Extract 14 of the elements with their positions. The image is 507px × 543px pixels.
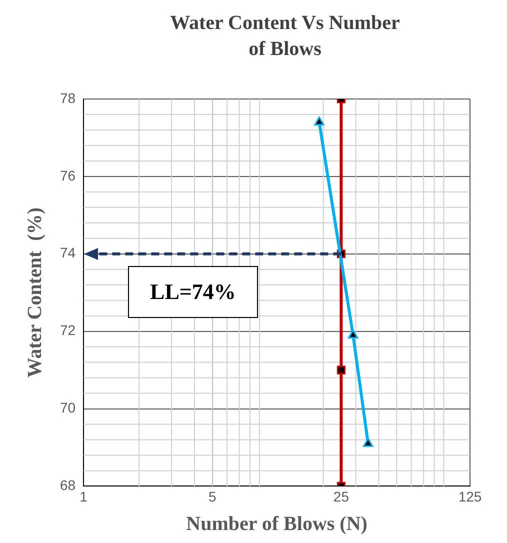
y-tick-label: 74 xyxy=(60,244,76,261)
annotation: LL=74% xyxy=(128,266,258,318)
x-axis-title: Number of Blows (N) xyxy=(186,513,368,536)
y-tick-label: 68 xyxy=(60,477,76,494)
y-tick-label: 70 xyxy=(60,400,76,416)
x-tick-label: 25 xyxy=(333,488,350,504)
chart-title: Water Content Vs Number of Blows xyxy=(169,11,401,62)
y-axis-title: Water Content (%) xyxy=(24,208,46,378)
y-tick-label: 78 xyxy=(60,90,76,106)
x-tick-label: 125 xyxy=(458,488,482,504)
y-tick-label: 72 xyxy=(60,322,76,338)
x-tick-label: 5 xyxy=(208,488,216,504)
x-tick-label: 1 xyxy=(80,488,88,504)
y-tick-label: 76 xyxy=(60,167,76,184)
